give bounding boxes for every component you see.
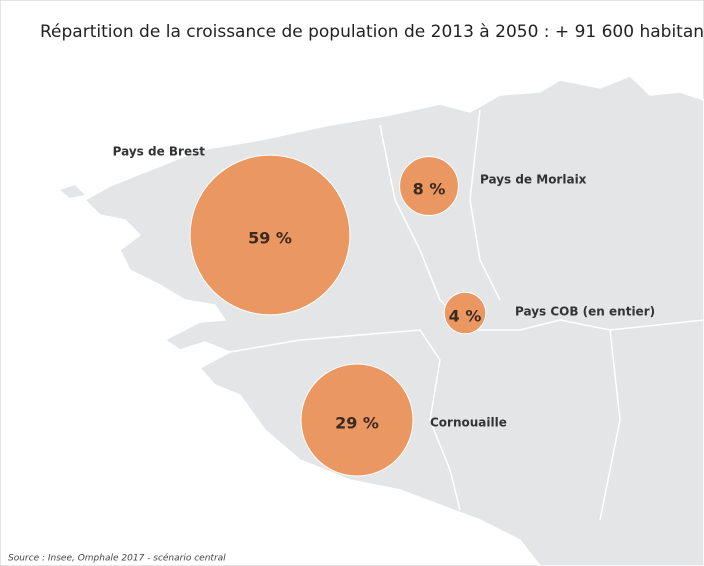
value-label: 4 % (449, 307, 482, 326)
value-label: 29 % (335, 414, 379, 433)
region-name: Pays de Morlaix (480, 173, 587, 187)
bubble (443, 291, 487, 335)
source: Source : Insee, Omphale 2017 - scénario … (8, 553, 226, 564)
bubble (189, 154, 351, 316)
value-label: 8 % (413, 180, 446, 199)
bubble (399, 156, 459, 216)
region-name: Cornouaille (430, 416, 507, 430)
island (60, 185, 85, 198)
region-name: Pays de Brest (113, 145, 206, 159)
bubble (300, 363, 414, 477)
title: Répartition de la croissance de populati… (40, 22, 704, 42)
value-label: 59 % (248, 229, 292, 248)
region-name: Pays COB (en entier) (515, 305, 655, 319)
